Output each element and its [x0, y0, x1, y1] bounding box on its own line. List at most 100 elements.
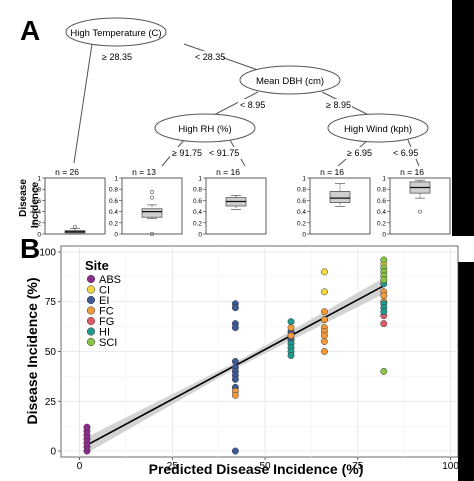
point-fc — [320, 308, 328, 316]
legend-label-sci: SCI — [99, 337, 117, 349]
leaf-outlier — [73, 224, 77, 229]
legend-key-fg — [86, 316, 96, 326]
legend-label-hi: HI — [99, 327, 110, 339]
point-fc — [287, 332, 295, 340]
leaf-n-label: n = 26 — [55, 167, 79, 177]
leaf-frame — [44, 177, 106, 235]
node-root: High Temperature (C) — [65, 17, 167, 47]
leaf-ytick-label: 0.4 — [32, 209, 41, 216]
legend-label-ei: EI — [99, 295, 109, 307]
y-tick-label: 25 — [45, 397, 57, 408]
x-tick-label: 50 — [260, 461, 272, 472]
point-hi — [287, 318, 295, 326]
point-ei — [231, 447, 239, 455]
leaf-ytick-label: 0 — [302, 232, 306, 239]
leaf-ytick-label: 0 — [382, 232, 386, 239]
x-tick-label: 25 — [167, 461, 179, 472]
point-fc — [287, 324, 295, 332]
point-hi — [380, 308, 388, 316]
point-ei — [231, 324, 239, 332]
point-hi — [287, 352, 295, 359]
y-tick-label: 100 — [39, 247, 56, 258]
y-tick-label: 75 — [45, 297, 57, 308]
leaf-box — [329, 191, 351, 203]
leaf-ytick-label: 0 — [198, 232, 202, 239]
panel-a-label: A — [20, 15, 40, 46]
leaf-ytick-label: 0.6 — [193, 198, 202, 205]
leaf-ytick-label: 0.2 — [297, 220, 306, 227]
point-ci — [320, 288, 328, 296]
leaf-ytick-label: 0.8 — [109, 187, 118, 194]
panel-a: A High Temperature (C) Mean DBH (cm) Hig… — [18, 15, 451, 239]
axis-ticks: 0 25 50 75 100 0 25 50 75 100 — [39, 247, 459, 472]
y-axis-label: Disease Incidence (%) — [24, 277, 40, 424]
leaf-ytick-label: 0.4 — [109, 209, 118, 216]
leaf-ytick-label: 0.6 — [297, 198, 306, 205]
panel-b-label: B — [20, 233, 40, 264]
point-fc — [320, 338, 328, 345]
leaf-ytick-label: 1 — [198, 176, 202, 183]
y-tick-label: 50 — [45, 347, 57, 358]
split-rh-left: ≥ 91.75 — [172, 148, 202, 158]
leaf-2: n = 13 1 0.8 0.6 0.4 0.2 0 — [109, 167, 183, 239]
point-ei — [231, 375, 239, 383]
legend-key-fc — [86, 306, 96, 315]
split-dbh-left: < 8.95 — [240, 100, 265, 110]
leaf-ytick-label: 0.8 — [297, 187, 306, 194]
leaf-ytick-label: 0.4 — [193, 209, 202, 216]
leaf-3: n = 16 1 0.8 0.6 0.4 0.2 0 — [193, 167, 267, 239]
legend-title: Site — [85, 258, 109, 273]
y-tick-label: 0 — [50, 447, 56, 458]
leaf-boxplots: n = 26 1 0.8 0.6 0.4 0.2 0 n = 13 1 0.8 0.6 0.4 0.2 0… — [32, 167, 451, 239]
leaf-n-label: n = 13 — [132, 167, 156, 177]
legend-label-abs: ABS — [99, 274, 121, 286]
leaf-n-label: n = 16 — [216, 167, 240, 177]
legend-label-fc: FC — [99, 306, 114, 318]
x-tick-label: 0 — [77, 461, 83, 472]
legend-key-sci — [86, 337, 96, 347]
split-labels: ≥ 28.35 < 28.35 < 8.95 ≥ 8.95 ≥ 91.75 < … — [100, 51, 421, 159]
leaf-outlier — [150, 232, 154, 236]
point-fc — [380, 292, 388, 300]
legend-label-ci: CI — [99, 285, 110, 297]
split-dbh-right: ≥ 8.95 — [326, 100, 351, 110]
leaf-ytick-label: 0.6 — [377, 198, 386, 205]
node-dbh: Mean DBH (cm) — [239, 65, 341, 95]
leaf-ytick-label: 1 — [114, 176, 118, 183]
leaf-ytick-label: 1 — [37, 176, 41, 183]
point-fc — [320, 348, 328, 355]
leaf-ytick-label: 0.8 — [193, 187, 202, 194]
x-tick-label: 100 — [442, 461, 459, 472]
leaf-ylabel: Incidence — [30, 182, 41, 229]
point-sci — [380, 256, 388, 264]
legend-key-ei — [86, 295, 96, 305]
leaf-ytick-label: 1 — [302, 176, 306, 183]
frame-top-right — [452, 0, 474, 236]
panel-b: B 0 25 50 75 100 0 25 50 75 100 Site ABSCIEIFCFGH… — [20, 233, 459, 477]
node-root-label: High Temperature (C) — [70, 28, 161, 39]
split-wind-right: < 6.95 — [393, 148, 418, 158]
leaf-ytick-label: 0.6 — [109, 198, 118, 205]
node-rh-label: High RH (%) — [178, 124, 231, 135]
point-fc — [320, 332, 328, 340]
leaf-ytick-label: 0.4 — [297, 209, 306, 216]
leaf-1: n = 26 1 0.8 0.6 0.4 0.2 0 — [32, 167, 106, 239]
point-sci — [380, 276, 388, 284]
point-fc — [231, 391, 239, 399]
point-fg — [380, 320, 388, 328]
point-ei — [231, 358, 239, 365]
leaf-ytick-label: 0.2 — [193, 220, 202, 227]
node-wind-label: High Wind (kph) — [344, 124, 412, 135]
legend-key-hi — [86, 327, 96, 336]
data-points — [83, 256, 388, 455]
split-root-right: < 28.35 — [195, 52, 225, 62]
leaf-ytick-label: 0.4 — [377, 209, 386, 216]
leaf-ytick-label: 0.2 — [32, 220, 41, 227]
leaf-outlier — [150, 195, 154, 200]
leaf-ytick-label: 0 — [114, 232, 118, 239]
legend-key-abs — [86, 274, 96, 284]
leaf-ytick-label: 1 — [382, 176, 386, 183]
